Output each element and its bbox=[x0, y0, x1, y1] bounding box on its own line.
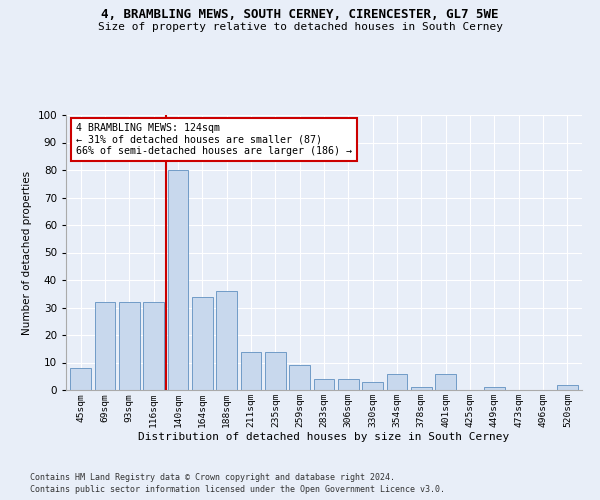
Text: 4, BRAMBLING MEWS, SOUTH CERNEY, CIRENCESTER, GL7 5WE: 4, BRAMBLING MEWS, SOUTH CERNEY, CIRENCE… bbox=[101, 8, 499, 20]
Bar bbox=[143, 302, 164, 390]
Bar bbox=[386, 374, 407, 390]
Text: Distribution of detached houses by size in South Cerney: Distribution of detached houses by size … bbox=[139, 432, 509, 442]
Bar bbox=[289, 365, 310, 390]
Bar bbox=[95, 302, 115, 390]
Text: Contains HM Land Registry data © Crown copyright and database right 2024.: Contains HM Land Registry data © Crown c… bbox=[30, 472, 395, 482]
Bar bbox=[241, 352, 262, 390]
Bar bbox=[314, 379, 334, 390]
Bar bbox=[411, 387, 432, 390]
Bar bbox=[265, 352, 286, 390]
Text: Size of property relative to detached houses in South Cerney: Size of property relative to detached ho… bbox=[97, 22, 503, 32]
Bar bbox=[192, 296, 212, 390]
Bar bbox=[216, 291, 237, 390]
Bar bbox=[436, 374, 456, 390]
Bar bbox=[119, 302, 140, 390]
Text: 4 BRAMBLING MEWS: 124sqm
← 31% of detached houses are smaller (87)
66% of semi-d: 4 BRAMBLING MEWS: 124sqm ← 31% of detach… bbox=[76, 123, 352, 156]
Bar bbox=[167, 170, 188, 390]
Bar bbox=[557, 384, 578, 390]
Bar bbox=[362, 382, 383, 390]
Bar bbox=[484, 387, 505, 390]
Text: Contains public sector information licensed under the Open Government Licence v3: Contains public sector information licen… bbox=[30, 485, 445, 494]
Y-axis label: Number of detached properties: Number of detached properties bbox=[22, 170, 32, 334]
Bar bbox=[338, 379, 359, 390]
Bar bbox=[70, 368, 91, 390]
